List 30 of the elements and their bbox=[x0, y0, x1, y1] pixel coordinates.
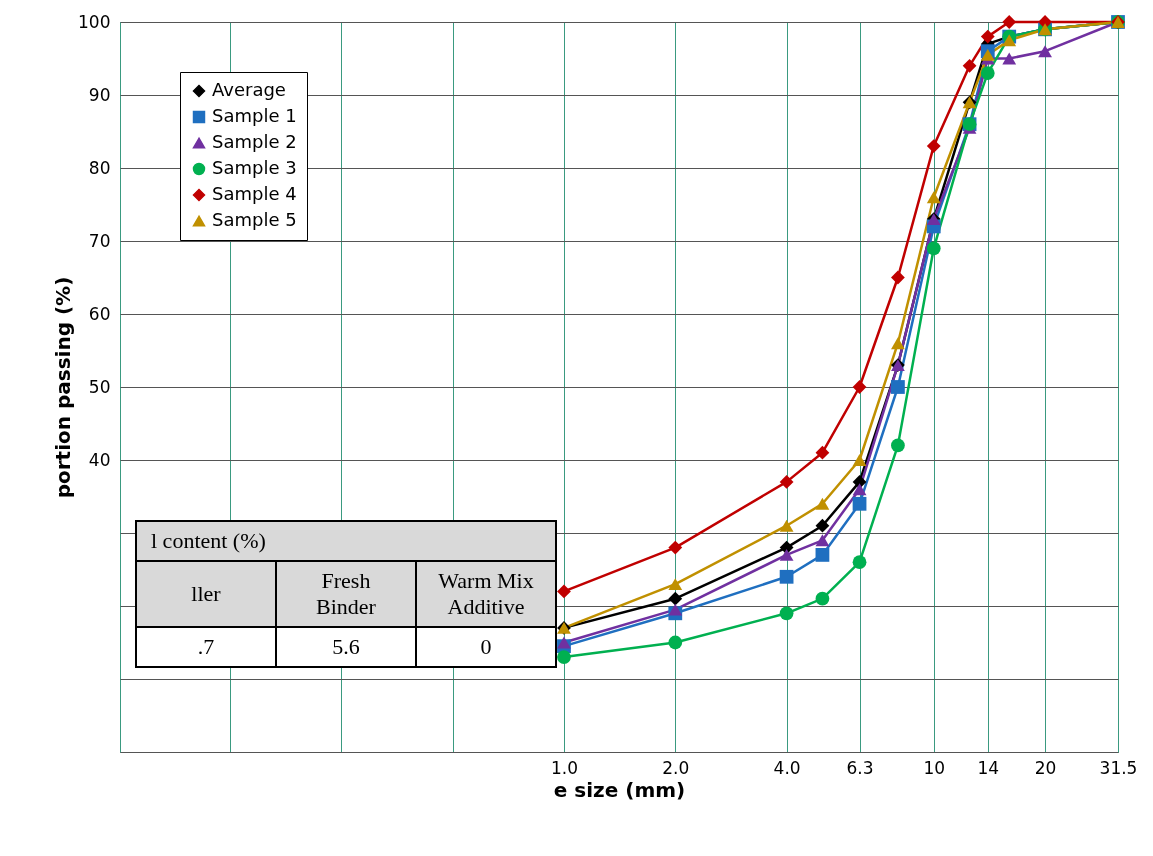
x-axis-title: e size (mm) bbox=[553, 777, 686, 802]
annotation: 5.6 bbox=[276, 627, 416, 667]
y-tick-label: 100 bbox=[78, 11, 111, 32]
x-tick-label: 14 bbox=[977, 757, 1000, 778]
x-tick-label: 31.5 bbox=[1099, 757, 1138, 778]
y-tick-label: 70 bbox=[88, 230, 111, 251]
legend-label: Average bbox=[212, 79, 286, 100]
x-tick-label: 4.0 bbox=[773, 757, 801, 778]
x-tick-label: 20 bbox=[1034, 757, 1057, 778]
legend-label: Sample 5 bbox=[212, 209, 297, 230]
annotation: ller bbox=[136, 561, 276, 627]
y-axis-title: portion passing (%) bbox=[51, 276, 76, 499]
y-tick-label: 90 bbox=[88, 84, 111, 105]
annotation: 0 bbox=[416, 627, 556, 667]
y-tick-label: 80 bbox=[88, 157, 111, 178]
legend-label: Sample 3 bbox=[212, 157, 297, 178]
legend-label: Sample 1 bbox=[212, 105, 297, 126]
y-tick-label: 40 bbox=[88, 449, 111, 470]
y-tick-label: 50 bbox=[88, 376, 111, 397]
annotation: Fresh Binder bbox=[276, 561, 416, 627]
y-tick-label: 60 bbox=[88, 303, 111, 324]
annotation: Warm Mix Additive bbox=[416, 561, 556, 627]
legend-label: Sample 4 bbox=[212, 183, 297, 204]
x-tick-label: 6.3 bbox=[846, 757, 874, 778]
annotation: .7 bbox=[136, 627, 276, 667]
legend-label: Sample 2 bbox=[212, 131, 297, 152]
x-tick-label: 10 bbox=[923, 757, 946, 778]
x-tick-label: 2.0 bbox=[662, 757, 690, 778]
annotation: l content (%) bbox=[136, 521, 556, 561]
x-tick-label: 1.0 bbox=[550, 757, 578, 778]
